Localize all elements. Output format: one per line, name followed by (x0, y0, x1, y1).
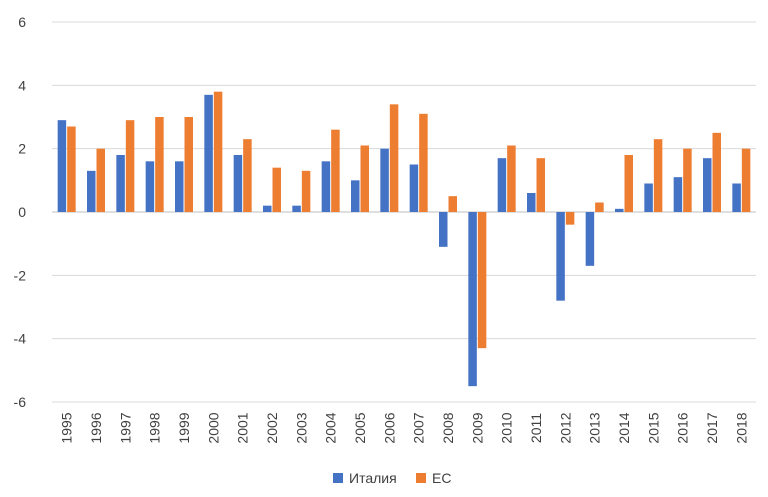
bar-eu-2016 (683, 148, 692, 212)
bar-eu-2011 (536, 158, 545, 212)
bar-eu-1995 (67, 126, 76, 212)
bar-italy-2014 (615, 208, 624, 212)
bar-eu-2018 (741, 148, 751, 212)
bar-eu-2005 (360, 145, 369, 212)
x-tick-label: 2003 (293, 412, 309, 443)
bar-italy-1998 (145, 161, 155, 212)
bar-italy-2010 (497, 158, 507, 212)
bar-italy-1997 (116, 155, 125, 212)
x-tick-label: 2010 (499, 412, 515, 443)
bar-italy-2002 (263, 205, 272, 212)
bar-eu-2017 (712, 132, 721, 212)
x-tick-label: 2016 (675, 412, 691, 443)
x-tick-label: 1995 (59, 412, 75, 443)
y-tick-label: -2 (14, 267, 27, 283)
bar-eu-2012 (565, 212, 575, 225)
x-tick-label: 2013 (587, 412, 603, 443)
bar-eu-2004 (331, 129, 340, 212)
y-tick-label: 4 (18, 77, 26, 93)
x-tick-label: 2006 (381, 412, 397, 443)
legend: Италия ЕС (333, 470, 451, 486)
bars (57, 91, 751, 387)
gridlines (52, 21, 756, 403)
x-tick-label: 2004 (323, 412, 339, 443)
bar-italy-2016 (673, 177, 683, 212)
x-tick-label: 2012 (557, 412, 573, 443)
x-tick-label: 1999 (176, 412, 192, 443)
x-tick-label: 2011 (528, 413, 544, 443)
legend-label-italy: Италия (349, 470, 397, 486)
bar-eu-2014 (624, 155, 633, 212)
y-tick-label: 2 (18, 141, 26, 157)
bar-italy-2018 (732, 183, 741, 212)
bar-eu-2009 (477, 212, 487, 349)
y-axis-ticks: -6 -4 -2 0 2 4 6 (14, 14, 27, 410)
bar-italy-2009 (468, 212, 477, 387)
bar-italy-2015 (644, 183, 653, 212)
x-tick-label: 2014 (616, 412, 632, 443)
x-tick-label: 2018 (733, 412, 749, 443)
bar-italy-2011 (527, 193, 536, 212)
legend-swatch-italy (333, 473, 343, 483)
bar-eu-2002 (272, 167, 281, 212)
bar-italy-2003 (292, 205, 301, 212)
y-tick-label: -6 (14, 394, 27, 410)
bar-eu-2015 (653, 139, 663, 212)
x-tick-label: 2015 (645, 412, 661, 443)
x-tick-label: 2005 (352, 412, 368, 443)
x-tick-label: 1997 (117, 412, 133, 443)
bar-eu-2001 (243, 139, 252, 212)
bar-italy-2017 (703, 158, 712, 212)
bar-eu-2007 (419, 113, 428, 212)
y-tick-label: -4 (14, 331, 27, 347)
bar-italy-2004 (321, 161, 331, 212)
bar-italy-2005 (351, 180, 360, 212)
bar-eu-2013 (595, 202, 604, 212)
x-tick-label: 2000 (205, 412, 221, 443)
x-tick-label: 2002 (264, 412, 280, 443)
bar-italy-2001 (233, 155, 243, 212)
bar-italy-1996 (87, 170, 96, 212)
bar-italy-2013 (585, 212, 595, 266)
bar-eu-1997 (125, 120, 135, 212)
bar-eu-2008 (448, 196, 457, 212)
y-tick-label: 0 (18, 204, 26, 220)
x-tick-label: 1998 (147, 412, 163, 443)
bar-eu-2006 (389, 104, 399, 212)
bar-eu-2000 (213, 91, 223, 212)
bar-italy-2000 (204, 94, 213, 212)
x-tick-label: 1996 (88, 412, 104, 443)
bar-italy-2012 (556, 212, 565, 301)
x-tick-label: 2017 (704, 412, 720, 443)
x-tick-label: 2007 (411, 412, 427, 443)
x-axis-ticks: 1995 1996 1997 1998 1999 2000 2001 2002 2003 2004… (59, 412, 750, 443)
bar-eu-2010 (507, 145, 516, 212)
bar-italy-2008 (439, 212, 448, 247)
y-tick-label: 6 (18, 14, 26, 30)
bar-eu-1999 (184, 117, 193, 212)
bar-italy-2006 (380, 148, 389, 212)
legend-label-eu: ЕС (432, 470, 451, 486)
bar-italy-2007 (409, 164, 419, 212)
bar-eu-1998 (155, 117, 164, 212)
legend-swatch-eu (416, 473, 426, 483)
x-tick-label: 2008 (440, 412, 456, 443)
x-tick-label: 2009 (469, 412, 485, 443)
bar-eu-2003 (301, 170, 311, 212)
bar-italy-1995 (57, 120, 67, 212)
bar-italy-1999 (175, 161, 184, 212)
bar-eu-1996 (96, 148, 105, 212)
x-tick-label: 2001 (235, 412, 251, 443)
